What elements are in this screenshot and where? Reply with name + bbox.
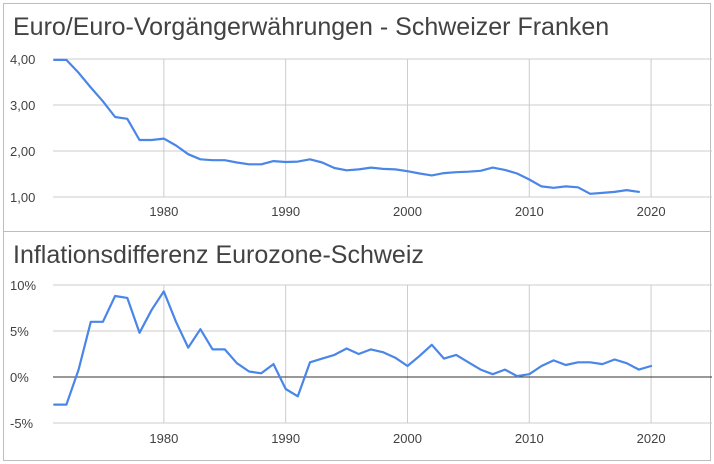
chart-title: Euro/Euro-Vorgängerwährungen - Schweizer…	[13, 13, 610, 41]
y-tick-label: -5%	[10, 416, 34, 431]
y-tick-label: 2,00	[10, 144, 35, 159]
x-tick-label: 1990	[271, 204, 300, 219]
y-tick-label: 5%	[10, 324, 29, 339]
chart-panel-exchange-rate: Euro/Euro-Vorgängerwährungen - Schweizer…	[3, 3, 712, 232]
x-tick-label: 2010	[515, 204, 544, 219]
y-tick-label: 4,00	[10, 52, 35, 67]
x-tick-label: 2020	[637, 431, 666, 446]
series-line	[53, 58, 641, 195]
inflation-difference-chart: -5% 0% 5% 10% 1980 1990 2000 2010 2020	[10, 278, 712, 446]
x-tick-label: 2010	[515, 431, 544, 446]
chart-panel-inflation-difference: Inflationsdifferenz Eurozone-Schweiz -5%…	[3, 232, 712, 461]
x-tick-label: 2020	[637, 204, 666, 219]
series-line	[53, 290, 653, 406]
y-tick-label: 0%	[10, 370, 29, 385]
x-tick-label: 1990	[271, 431, 300, 446]
x-tick-label: 1980	[149, 431, 178, 446]
chart-title: Inflationsdifferenz Eurozone-Schweiz	[13, 241, 424, 269]
x-tick-label: 2000	[393, 204, 422, 219]
exchange-rate-chart: 1,00 2,00 3,00 4,00 1980 1990 2000 2010 2020	[10, 52, 712, 219]
x-tick-label: 2000	[393, 431, 422, 446]
y-tick-label: 1,00	[10, 190, 35, 205]
x-tick-label: 1980	[149, 204, 178, 219]
y-tick-label: 3,00	[10, 98, 35, 113]
y-tick-label: 10%	[10, 278, 36, 293]
